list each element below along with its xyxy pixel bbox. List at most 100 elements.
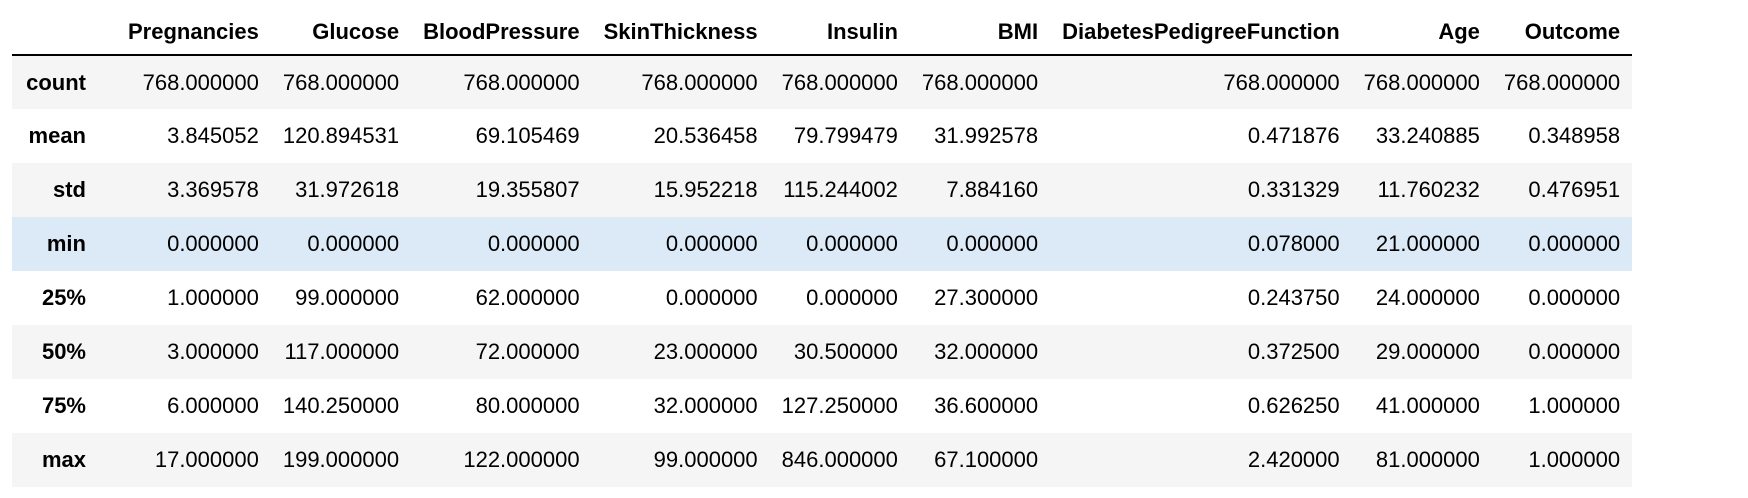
table-cell: 11.760232 <box>1377 177 1480 202</box>
table-cell: 67.100000 <box>934 447 1039 472</box>
table-cell: 0.243750 <box>1247 285 1340 310</box>
table-cell: 768.000000 <box>463 69 580 95</box>
table-cell: 0.471876 <box>1247 123 1340 148</box>
row-label: max <box>41 447 86 472</box>
table-cell: 32.000000 <box>934 339 1039 364</box>
table-cell: 29.000000 <box>1375 339 1480 364</box>
table-row-50pct: 50% 3.000000 117.000000 72.000000 23.000… <box>12 325 1633 379</box>
table-cell: 0.000000 <box>307 231 400 256</box>
table-cell: 120.894531 <box>282 123 400 148</box>
table-cell: 0.078000 <box>1247 231 1340 256</box>
table-cell: 41.000000 <box>1375 393 1480 418</box>
table-cell: 0.000000 <box>1528 231 1621 256</box>
table-cell: 768.000000 <box>781 69 898 95</box>
header-row: Pregnancies Glucose BloodPressure SkinTh… <box>12 10 1633 56</box>
header-insulin: Insulin <box>769 10 910 56</box>
row-label: count <box>26 69 86 95</box>
table-cell: 0.626250 <box>1247 393 1340 418</box>
table-cell: 72.000000 <box>475 339 580 364</box>
table-row-min: min 0.000000 0.000000 0.000000 0.000000 … <box>12 217 1633 271</box>
table-cell: 30.500000 <box>793 339 898 364</box>
table-cell: 768.000000 <box>1363 69 1480 95</box>
header-age: Age <box>1351 10 1492 56</box>
table-cell: 1.000000 <box>1528 393 1621 418</box>
table-cell: 768.000000 <box>142 69 259 95</box>
table-cell: 36.600000 <box>934 393 1039 418</box>
table-cell: 846.000000 <box>781 447 898 472</box>
table-row-count: count 768.000000 768.000000 768.000000 7… <box>12 55 1633 109</box>
table-cell: 0.000000 <box>806 285 898 310</box>
table-cell: 0.000000 <box>946 231 1039 256</box>
table-cell: 7.884160 <box>946 177 1039 202</box>
table-cell: 81.000000 <box>1375 447 1480 472</box>
table-cell: 0.000000 <box>167 231 259 256</box>
table-cell: 17.000000 <box>154 447 259 472</box>
table-cell: 1.000000 <box>1528 447 1621 472</box>
header-bmi: BMI <box>909 10 1051 56</box>
table-cell: 80.000000 <box>475 393 580 418</box>
table-cell: 99.000000 <box>295 285 400 310</box>
dataframe-describe-output: Pregnancies Glucose BloodPressure SkinTh… <box>12 10 1748 487</box>
header-diabetespedigreefunction: DiabetesPedigreeFunction <box>1050 10 1352 56</box>
table-row-75pct: 75% 6.000000 140.250000 80.000000 32.000… <box>12 379 1633 433</box>
table-cell: 115.244002 <box>783 177 898 202</box>
header-glucose: Glucose <box>270 10 412 56</box>
table-cell: 79.799479 <box>793 123 898 148</box>
table-cell: 24.000000 <box>1375 285 1480 310</box>
table-cell: 27.300000 <box>934 285 1039 310</box>
table-cell: 31.972618 <box>295 177 400 202</box>
header-pregnancies: Pregnancies <box>116 10 271 56</box>
table-cell: 199.000000 <box>282 447 400 472</box>
table-row-25pct: 25% 1.000000 99.000000 62.000000 0.00000… <box>12 271 1633 325</box>
table-row-std: std 3.369578 31.972618 19.355807 15.9522… <box>12 163 1633 217</box>
table-row-mean: mean 3.845052 120.894531 69.105469 20.53… <box>12 109 1633 163</box>
table-cell: 0.000000 <box>665 231 758 256</box>
table-cell: 62.000000 <box>475 285 580 310</box>
table-cell: 23.000000 <box>653 339 758 364</box>
table-cell: 3.369578 <box>167 177 259 202</box>
table-cell: 3.000000 <box>167 339 259 364</box>
table-cell: 768.000000 <box>282 69 400 95</box>
table-cell: 69.105469 <box>475 123 580 148</box>
table-cell: 768.000000 <box>1223 69 1340 95</box>
table-cell: 2.420000 <box>1247 447 1340 472</box>
table-cell: 20.536458 <box>653 123 758 148</box>
table-cell: 1.000000 <box>167 285 259 310</box>
table-cell: 768.000000 <box>1503 69 1621 95</box>
table-cell: 0.000000 <box>1528 285 1621 310</box>
table-cell: 15.952218 <box>653 177 758 202</box>
table-cell: 19.355807 <box>475 177 580 202</box>
table-cell: 32.000000 <box>653 393 758 418</box>
row-label: std <box>53 177 86 202</box>
table-cell: 768.000000 <box>641 69 758 95</box>
table-cell: 0.000000 <box>665 285 758 310</box>
header-bloodpressure: BloodPressure <box>411 10 592 56</box>
table-cell: 0.000000 <box>487 231 580 256</box>
table-cell: 117.000000 <box>284 339 400 364</box>
table-cell: 0.372500 <box>1247 339 1340 364</box>
table-cell: 122.000000 <box>463 447 580 472</box>
table-cell: 140.250000 <box>282 393 400 418</box>
row-label: 75% <box>41 393 86 418</box>
table-cell: 31.992578 <box>934 123 1039 148</box>
table-body: count 768.000000 768.000000 768.000000 7… <box>12 55 1633 487</box>
table-cell: 33.240885 <box>1375 123 1480 148</box>
row-label: 25% <box>41 285 86 310</box>
table-cell: 127.250000 <box>781 393 898 418</box>
table-cell: 6.000000 <box>167 393 259 418</box>
table-cell: 768.000000 <box>921 69 1039 95</box>
table-header: Pregnancies Glucose BloodPressure SkinTh… <box>12 10 1633 56</box>
header-skinthickness: SkinThickness <box>591 10 770 56</box>
table-cell: 0.348958 <box>1528 123 1621 148</box>
row-label: min <box>46 231 86 256</box>
row-label: 50% <box>41 339 86 364</box>
table-cell: 0.000000 <box>806 231 898 256</box>
table-cell: 3.845052 <box>167 123 259 148</box>
header-index-cell <box>12 10 116 56</box>
table-cell: 99.000000 <box>653 447 758 472</box>
table-cell: 21.000000 <box>1375 231 1480 256</box>
table-row-max: max 17.000000 199.000000 122.000000 99.0… <box>12 433 1633 487</box>
table-cell: 0.000000 <box>1528 339 1621 364</box>
describe-table: Pregnancies Glucose BloodPressure SkinTh… <box>12 10 1633 487</box>
table-cell: 0.476951 <box>1528 177 1621 202</box>
